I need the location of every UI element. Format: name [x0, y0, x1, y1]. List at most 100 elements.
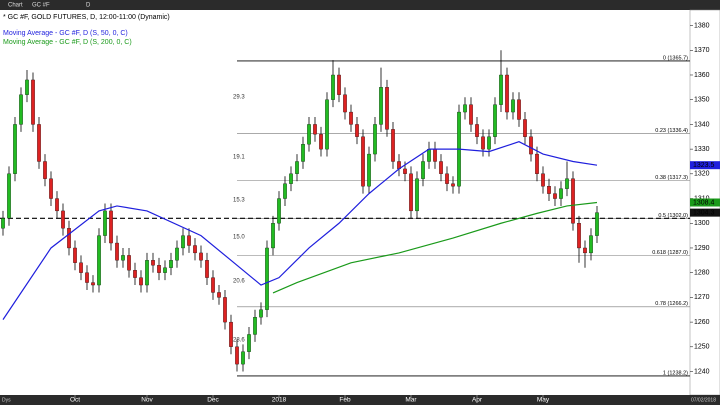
candle-body — [463, 104, 467, 113]
candle-body — [97, 235, 101, 286]
candle-body — [469, 104, 473, 125]
toolbar-symbol[interactable]: GC #F — [32, 3, 50, 9]
candle-body — [319, 134, 323, 150]
y-tick-label: 1330 — [694, 146, 710, 153]
candle-body — [241, 351, 245, 365]
candle-body — [229, 321, 233, 347]
candle-body — [283, 183, 287, 199]
candle-body — [349, 111, 353, 125]
y-tick-label: 1290 — [694, 245, 710, 252]
candle-body — [523, 119, 527, 137]
candle-body — [55, 198, 59, 212]
fib-time-label: 15.3 — [233, 198, 245, 204]
candle-body — [37, 124, 41, 162]
price-box — [690, 208, 720, 217]
candle-body — [271, 223, 275, 249]
fib-label: 0.38 (1317.3) — [655, 175, 688, 181]
candle-body — [115, 242, 119, 261]
y-tick-label: 1370 — [694, 47, 710, 54]
plot-area — [0, 10, 690, 395]
candle-body — [175, 247, 179, 261]
candle-body — [307, 124, 311, 145]
fib-time-label: 20.6 — [233, 279, 245, 285]
fib-time-label: 19.1 — [233, 155, 245, 161]
price-box — [690, 161, 720, 170]
candle-body — [367, 153, 371, 187]
candle-body — [337, 74, 341, 95]
y-tick-label: 1280 — [694, 270, 710, 277]
candle-body — [25, 79, 29, 95]
candle-body — [391, 129, 395, 162]
candle-body — [7, 173, 11, 219]
candle-body — [511, 99, 515, 113]
y-tick-label: 1360 — [694, 72, 710, 79]
candle-body — [217, 292, 221, 298]
x-tick-label: Mar — [405, 397, 417, 404]
candle-body — [343, 94, 347, 113]
price-box-label: 1323.5 — [693, 162, 715, 169]
fib-label: 0.23 (1336.4) — [655, 128, 688, 134]
candle-body — [499, 74, 503, 105]
candle-body — [577, 223, 581, 249]
candle-body — [85, 272, 89, 283]
candle-body — [583, 247, 587, 254]
candle-body — [79, 262, 83, 273]
price-box — [690, 198, 720, 207]
candle-body — [139, 277, 143, 286]
candle-body — [589, 235, 593, 254]
candle-body — [373, 124, 377, 155]
candle-body — [565, 178, 569, 189]
candle-body — [157, 265, 161, 273]
candle-body — [181, 235, 185, 249]
candle-body — [265, 247, 269, 310]
fib-time-label: 28.6 — [233, 338, 245, 344]
x-tick-label: Dec — [207, 397, 219, 404]
y-tick-label: 1250 — [694, 344, 710, 351]
fib-label: 0.78 (1266.2) — [655, 301, 688, 307]
candle-body — [415, 178, 419, 212]
candle-body — [211, 277, 215, 293]
chart-title: * GC #F, GOLD FUTURES, D, 12:00-11:00 (D… — [3, 14, 170, 21]
toolbar-interval[interactable]: D — [86, 3, 91, 9]
candle-body — [427, 148, 431, 162]
candle-body — [301, 144, 305, 162]
candle-body — [487, 136, 491, 150]
candle-body — [205, 260, 209, 278]
candle-body — [277, 198, 281, 224]
candle-body — [571, 178, 575, 224]
y-tick-label: 1260 — [694, 319, 710, 326]
candle-body — [325, 99, 329, 150]
y-tick-label: 1300 — [694, 220, 710, 227]
legend-entry: Moving Average - GC #F, D (S, 200, 0, C) — [3, 39, 132, 46]
candle-body — [103, 210, 107, 236]
candle-body — [493, 104, 497, 137]
candle-body — [1, 218, 5, 229]
candle-body — [193, 245, 197, 254]
candle-body — [481, 136, 485, 150]
candle-body — [313, 124, 317, 135]
candle-body — [151, 260, 155, 266]
candle-body — [421, 161, 425, 179]
candle-body — [133, 270, 137, 278]
candle-body — [163, 267, 167, 273]
candle-body — [109, 210, 113, 244]
fib-label: 0.618 (1287.0) — [652, 250, 688, 256]
toolbar-menu[interactable]: Chart — [8, 3, 23, 9]
candle-body — [121, 255, 125, 261]
candle-body — [553, 193, 557, 199]
candle-body — [253, 317, 257, 335]
moving-average — [2, 141, 598, 320]
legend-entry: Moving Average - GC #F, D (S, 50, 0, C) — [3, 30, 128, 37]
candle-body — [355, 124, 359, 137]
candle-body — [235, 346, 239, 365]
date-label: 07/02/2018 — [691, 397, 716, 403]
candle-body — [295, 161, 299, 174]
fib-time-label: 15.0 — [233, 235, 245, 241]
candle-body — [433, 148, 437, 162]
x-tick-label: Apr — [472, 397, 483, 404]
candle-body — [409, 173, 413, 212]
candle-body — [13, 124, 17, 174]
candle-body — [385, 87, 389, 130]
candle-body — [529, 136, 533, 155]
